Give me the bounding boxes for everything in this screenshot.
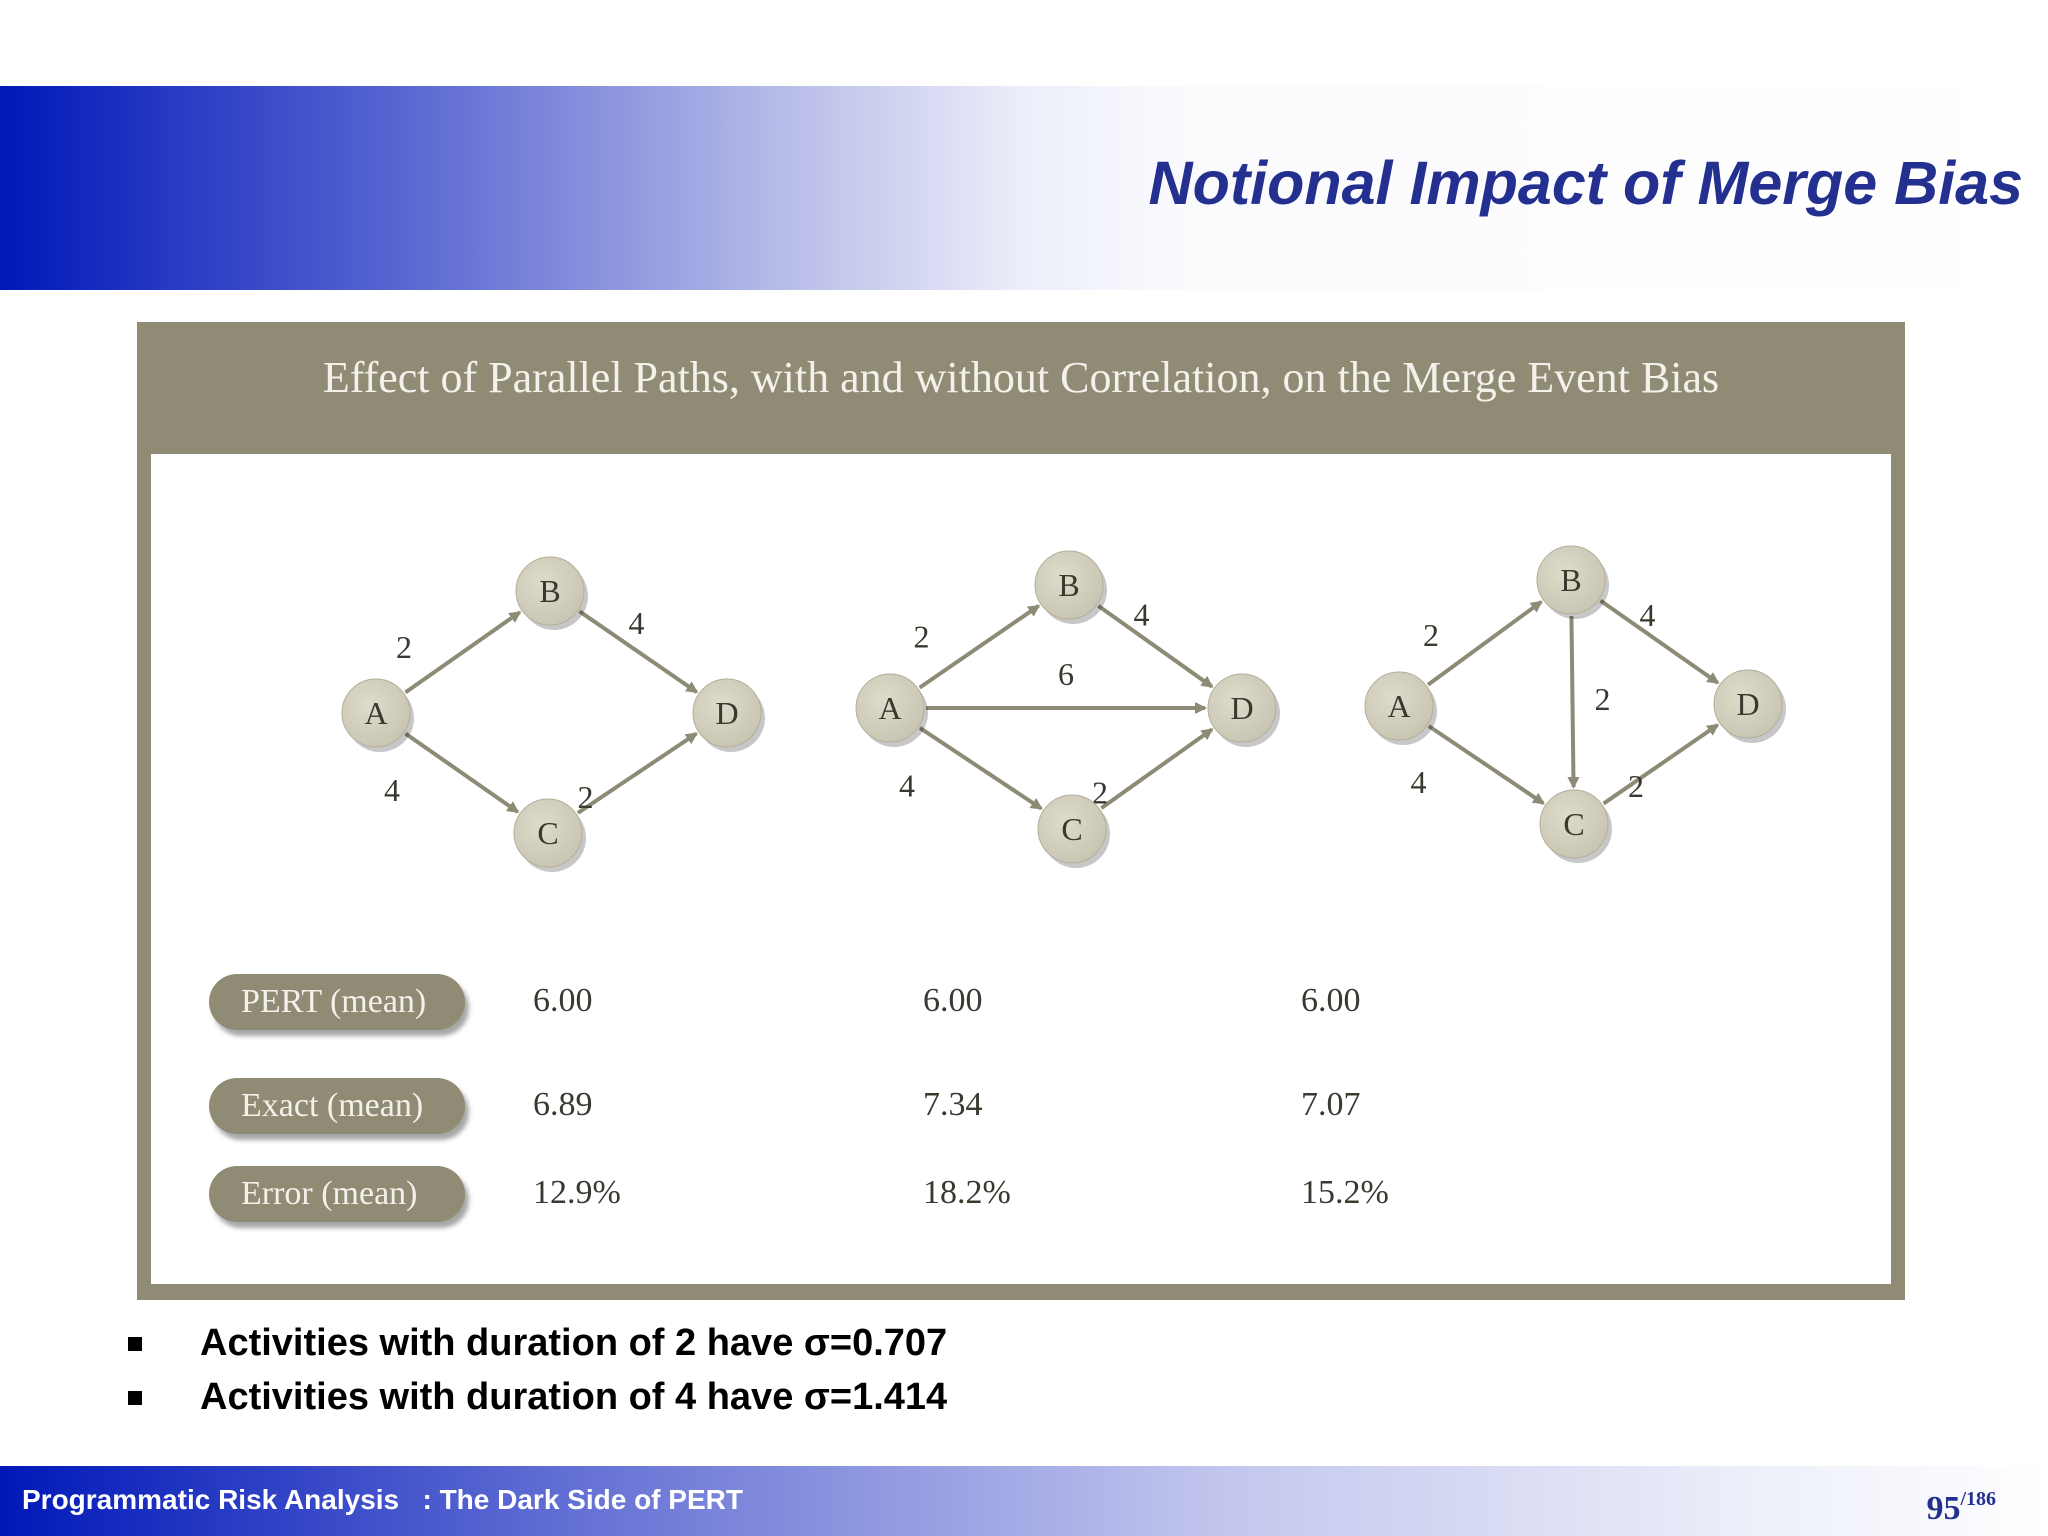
- edge-C-D-arrow: [1602, 723, 1720, 806]
- node-a: [1364, 671, 1434, 741]
- bullet-text: Activities with duration of 2 have σ=0.7…: [200, 1322, 948, 1364]
- node-label-b: B: [1560, 562, 1581, 598]
- bullet-list: Activities with duration of 2 have σ=0.7…: [124, 1316, 947, 1424]
- edge-duration-label: 4: [1134, 597, 1150, 633]
- error-value-3: 15.2%: [1301, 1174, 1389, 1211]
- bullet-square-icon: [128, 1337, 142, 1351]
- node-label-d: D: [715, 695, 738, 731]
- node-c: [1539, 789, 1609, 859]
- node-a: [341, 678, 411, 748]
- node-label-b: B: [1058, 567, 1079, 603]
- total-pages: /186: [1960, 1488, 1996, 1510]
- error-value-1: 12.9%: [533, 1174, 621, 1211]
- edge-A-C-arrow: [918, 726, 1043, 811]
- edge-A-C-arrow: [1427, 724, 1545, 805]
- exact-value-2: 7.34: [923, 1086, 983, 1123]
- node-b: [1536, 545, 1606, 615]
- node-a: [855, 673, 925, 743]
- edge-C-D-arrow: [1100, 727, 1214, 810]
- edge-duration-label: 2: [914, 619, 930, 655]
- pert-value-3: 6.00: [1301, 982, 1361, 1019]
- bullet-item: Activities with duration of 2 have σ=0.7…: [124, 1316, 947, 1370]
- node-b: [1034, 550, 1104, 620]
- edge-A-C-arrow: [404, 731, 520, 814]
- edge-C-D-arrow: [576, 731, 698, 815]
- pert-value-2: 6.00: [923, 982, 983, 1019]
- edge-B-D-arrow: [1599, 599, 1720, 685]
- node-c: [1037, 794, 1107, 864]
- node-label-d: D: [1230, 690, 1253, 726]
- edge-B-D-arrow: [578, 609, 699, 694]
- node-label-a: A: [878, 690, 901, 726]
- node-label-c: C: [537, 815, 558, 851]
- edge-A-B-arrow: [1426, 600, 1543, 687]
- edge-A-B-arrow: [918, 604, 1041, 690]
- edge-duration-label: 2: [1423, 617, 1439, 653]
- error-value-2: 18.2%: [923, 1174, 1011, 1211]
- edge-duration-label: 6: [1058, 656, 1074, 692]
- current-page: 95: [1926, 1490, 1961, 1527]
- edge-duration-label: 2: [1092, 775, 1108, 811]
- edge-duration-label: 2: [396, 629, 412, 665]
- title-band: [0, 86, 2048, 290]
- node-label-a: A: [364, 695, 387, 731]
- row-label-pert: PERT (mean): [209, 974, 465, 1030]
- node-label-c: C: [1061, 811, 1082, 847]
- figure-panel: Effect of Parallel Paths, with and witho…: [137, 322, 1905, 1300]
- node-d: [1713, 669, 1783, 739]
- node-c: [513, 798, 583, 868]
- node-d: [1207, 673, 1277, 743]
- bullet-text: Activities with duration of 4 have σ=1.4…: [200, 1376, 948, 1418]
- page-number: 95/186: [1926, 1488, 1996, 1528]
- edge-duration-label: 2: [1628, 768, 1644, 804]
- figure-title: Effect of Parallel Paths, with and witho…: [322, 353, 1720, 402]
- edge-duration-label: 4: [1640, 597, 1656, 633]
- edge-A-B-arrow: [404, 610, 522, 694]
- footer-band: [0, 1466, 2048, 1536]
- bullet-square-icon: [128, 1391, 142, 1405]
- row-label-error: Error (mean): [209, 1166, 465, 1222]
- slide-title: Notional Impact of Merge Bias: [1148, 149, 2023, 217]
- edge-duration-label: 2: [1595, 681, 1611, 717]
- edge-duration-label: 4: [384, 772, 400, 808]
- node-label-c: C: [1563, 806, 1584, 842]
- edge-duration-label: 2: [578, 779, 594, 815]
- node-label-b: B: [539, 573, 560, 609]
- pert-value-1: 6.00: [533, 982, 593, 1019]
- edge-B-D-arrow: [1097, 604, 1214, 689]
- edge-B-C-arrow: [1567, 615, 1580, 790]
- node-label-a: A: [1387, 688, 1410, 724]
- exact-value-1: 6.89: [533, 1086, 593, 1123]
- node-b: [515, 556, 585, 626]
- edge-duration-label: 4: [629, 605, 645, 641]
- exact-value-3: 7.07: [1301, 1086, 1361, 1123]
- node-d: [692, 678, 762, 748]
- bullet-item: Activities with duration of 4 have σ=1.4…: [124, 1370, 947, 1424]
- row-label-exact: Exact (mean): [209, 1078, 465, 1134]
- node-label-d: D: [1736, 686, 1759, 722]
- edge-duration-label: 4: [899, 768, 915, 804]
- footer-title: Programmatic Risk Analysis : The Dark Si…: [22, 1484, 743, 1515]
- edge-duration-label: 4: [1411, 764, 1427, 800]
